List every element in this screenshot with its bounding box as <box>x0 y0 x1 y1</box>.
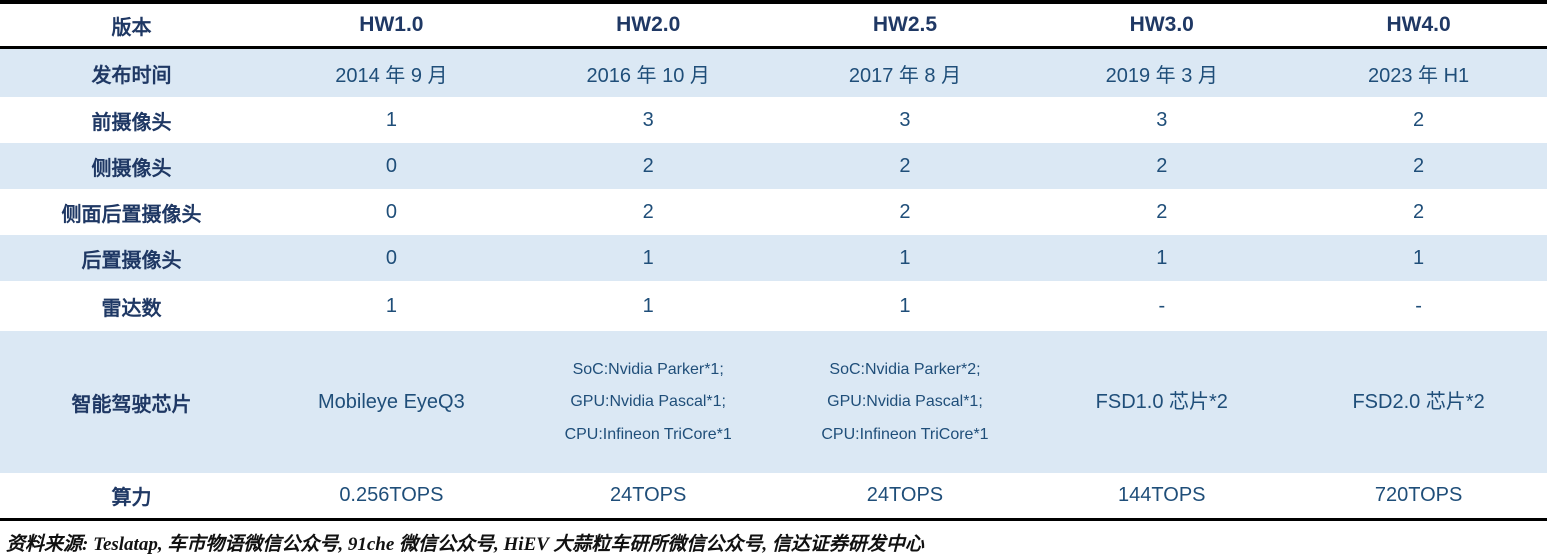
table-row-side-cameras: 侧摄像头 0 2 2 2 2 <box>0 143 1547 189</box>
table-cell: 720TOPS <box>1290 473 1547 521</box>
tesla-hardware-version-table: 版本 HW1.0 HW2.0 HW2.5 HW3.0 HW4.0 发布时间 20… <box>0 0 1547 521</box>
source-note: 资料来源: Teslatap, 车市物语微信公众号, 91che 微信公众号, … <box>6 534 924 555</box>
table-cell: 1 <box>519 281 777 331</box>
table-cell: 3 <box>776 97 1034 143</box>
table-cell-chip-hw1: Mobileye EyeQ3 <box>262 331 520 473</box>
table-cell: 1 <box>262 281 520 331</box>
column-header-version: 版本 <box>0 0 263 49</box>
chip-line: GPU:Nvidia Pascal*1; <box>570 393 726 411</box>
table-row-release-date: 发布时间 2014 年 9 月 2016 年 10 月 2017 年 8 月 2… <box>0 47 1547 97</box>
column-header-hw3: HW3.0 <box>1033 0 1291 49</box>
table-cell: 2 <box>1290 97 1547 143</box>
row-label: 智能驾驶芯片 <box>0 331 263 473</box>
table-cell: 2 <box>776 143 1034 189</box>
table-cell: 1 <box>519 235 777 281</box>
row-label: 侧摄像头 <box>0 143 263 189</box>
table-cell: 2 <box>776 189 1034 235</box>
row-label: 侧面后置摄像头 <box>0 189 263 235</box>
table-cell: 2023 年 H1 <box>1290 47 1547 97</box>
table-row-rear-cameras: 后置摄像头 0 1 1 1 1 <box>0 235 1547 281</box>
table-cell: 0 <box>262 235 520 281</box>
table-cell-chip-hw25: SoC:Nvidia Parker*2; GPU:Nvidia Pascal*1… <box>776 331 1034 473</box>
table-cell: 1 <box>262 97 520 143</box>
table-cell: 3 <box>519 97 777 143</box>
table-cell: 0 <box>262 189 520 235</box>
chip-line: CPU:Infineon TriCore*1 <box>821 425 989 443</box>
table-header-row: 版本 HW1.0 HW2.0 HW2.5 HW3.0 HW4.0 <box>0 0 1547 49</box>
table-cell: 2 <box>1033 143 1291 189</box>
column-header-hw25: HW2.5 <box>776 0 1034 49</box>
table-cell: 3 <box>1033 97 1291 143</box>
table-cell: 1 <box>776 235 1034 281</box>
table-row-driving-chip: 智能驾驶芯片 Mobileye EyeQ3 SoC:Nvidia Parker*… <box>0 331 1547 473</box>
table-cell-chip-hw4: FSD2.0 芯片*2 <box>1290 331 1547 473</box>
row-label: 前摄像头 <box>0 97 263 143</box>
table-cell: - <box>1033 281 1291 331</box>
chip-line: CPU:Infineon TriCore*1 <box>564 425 732 443</box>
column-header-hw2: HW2.0 <box>519 0 777 49</box>
table-cell: 1 <box>776 281 1034 331</box>
column-header-hw1: HW1.0 <box>262 0 520 49</box>
table-row-side-rear-cameras: 侧面后置摄像头 0 2 2 2 2 <box>0 189 1547 235</box>
table-cell: - <box>1290 281 1547 331</box>
row-label: 发布时间 <box>0 47 263 97</box>
table-row-radar-count: 雷达数 1 1 1 - - <box>0 281 1547 331</box>
table-cell-chip-hw2: SoC:Nvidia Parker*1; GPU:Nvidia Pascal*1… <box>519 331 777 473</box>
table-cell: 1 <box>1033 235 1291 281</box>
row-label: 雷达数 <box>0 281 263 331</box>
chip-line: GPU:Nvidia Pascal*1; <box>827 393 983 411</box>
table-cell: 144TOPS <box>1033 473 1291 521</box>
table-cell: 0.256TOPS <box>262 473 520 521</box>
table-cell: 2 <box>1290 189 1547 235</box>
row-label: 后置摄像头 <box>0 235 263 281</box>
table-cell: 24TOPS <box>519 473 777 521</box>
table-cell: 24TOPS <box>776 473 1034 521</box>
chip-line: SoC:Nvidia Parker*2; <box>829 361 981 379</box>
table-cell: 2 <box>519 189 777 235</box>
chip-line: SoC:Nvidia Parker*1; <box>572 361 724 379</box>
table-cell-chip-hw3: FSD1.0 芯片*2 <box>1033 331 1291 473</box>
table-cell: 2 <box>519 143 777 189</box>
table-cell: 2017 年 8 月 <box>776 47 1034 97</box>
table-row-front-cameras: 前摄像头 1 3 3 3 2 <box>0 97 1547 143</box>
table-cell: 2019 年 3 月 <box>1033 47 1291 97</box>
table-cell: 2016 年 10 月 <box>519 47 777 97</box>
table-cell: 2014 年 9 月 <box>262 47 520 97</box>
table-cell: 2 <box>1290 143 1547 189</box>
row-label: 算力 <box>0 473 263 521</box>
table-cell: 1 <box>1290 235 1547 281</box>
chip-line: FSD1.0 芯片*2 <box>1095 391 1228 413</box>
chip-line: Mobileye EyeQ3 <box>318 391 465 413</box>
chip-line: FSD2.0 芯片*2 <box>1352 391 1485 413</box>
column-header-hw4: HW4.0 <box>1290 0 1547 49</box>
table-row-compute-power: 算力 0.256TOPS 24TOPS 24TOPS 144TOPS 720TO… <box>0 473 1547 521</box>
table-cell: 2 <box>1033 189 1291 235</box>
table-cell: 0 <box>262 143 520 189</box>
